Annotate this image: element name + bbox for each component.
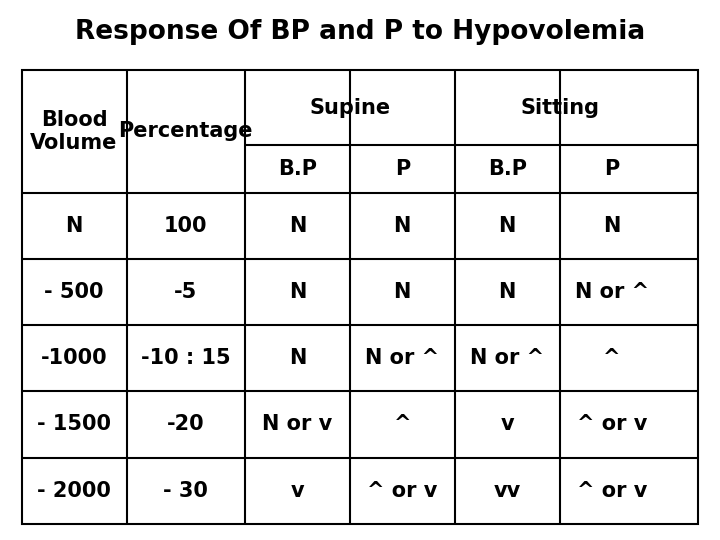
- Bar: [22, 70, 698, 524]
- Text: N: N: [498, 282, 516, 302]
- Text: N or v: N or v: [262, 415, 333, 435]
- Text: N: N: [289, 216, 306, 236]
- Text: N: N: [498, 216, 516, 236]
- Text: ^ or v: ^ or v: [577, 481, 647, 501]
- Text: ^: ^: [603, 348, 621, 368]
- Text: N or ^: N or ^: [575, 282, 649, 302]
- Text: - 30: - 30: [163, 481, 208, 501]
- Text: -10 : 15: -10 : 15: [141, 348, 230, 368]
- Text: Sitting: Sitting: [520, 98, 599, 118]
- Text: ^ or v: ^ or v: [367, 481, 438, 501]
- Text: v: v: [500, 415, 514, 435]
- Text: - 1500: - 1500: [37, 415, 111, 435]
- Text: N: N: [66, 216, 83, 236]
- Text: Response Of BP and P to Hypovolemia: Response Of BP and P to Hypovolemia: [75, 19, 645, 45]
- Text: Percentage: Percentage: [119, 122, 253, 141]
- Text: Blood
Volume: Blood Volume: [30, 110, 118, 153]
- Text: Supine: Supine: [310, 98, 390, 118]
- Text: N: N: [289, 348, 306, 368]
- Text: vv: vv: [494, 481, 521, 501]
- Text: N: N: [394, 282, 411, 302]
- Text: ^ or v: ^ or v: [577, 415, 647, 435]
- Text: v: v: [291, 481, 305, 501]
- Text: N: N: [394, 216, 411, 236]
- Text: B.P: B.P: [278, 159, 317, 179]
- Text: -5: -5: [174, 282, 197, 302]
- Text: N or ^: N or ^: [470, 348, 544, 368]
- Text: N: N: [289, 282, 306, 302]
- Text: N or ^: N or ^: [365, 348, 439, 368]
- Text: -20: -20: [167, 415, 204, 435]
- Text: - 500: - 500: [45, 282, 104, 302]
- Text: -1000: -1000: [41, 348, 107, 368]
- Text: P: P: [395, 159, 410, 179]
- Text: N: N: [603, 216, 621, 236]
- Text: - 2000: - 2000: [37, 481, 111, 501]
- Text: P: P: [605, 159, 620, 179]
- Text: B.P: B.P: [487, 159, 527, 179]
- Text: 100: 100: [164, 216, 207, 236]
- Text: ^: ^: [394, 415, 411, 435]
